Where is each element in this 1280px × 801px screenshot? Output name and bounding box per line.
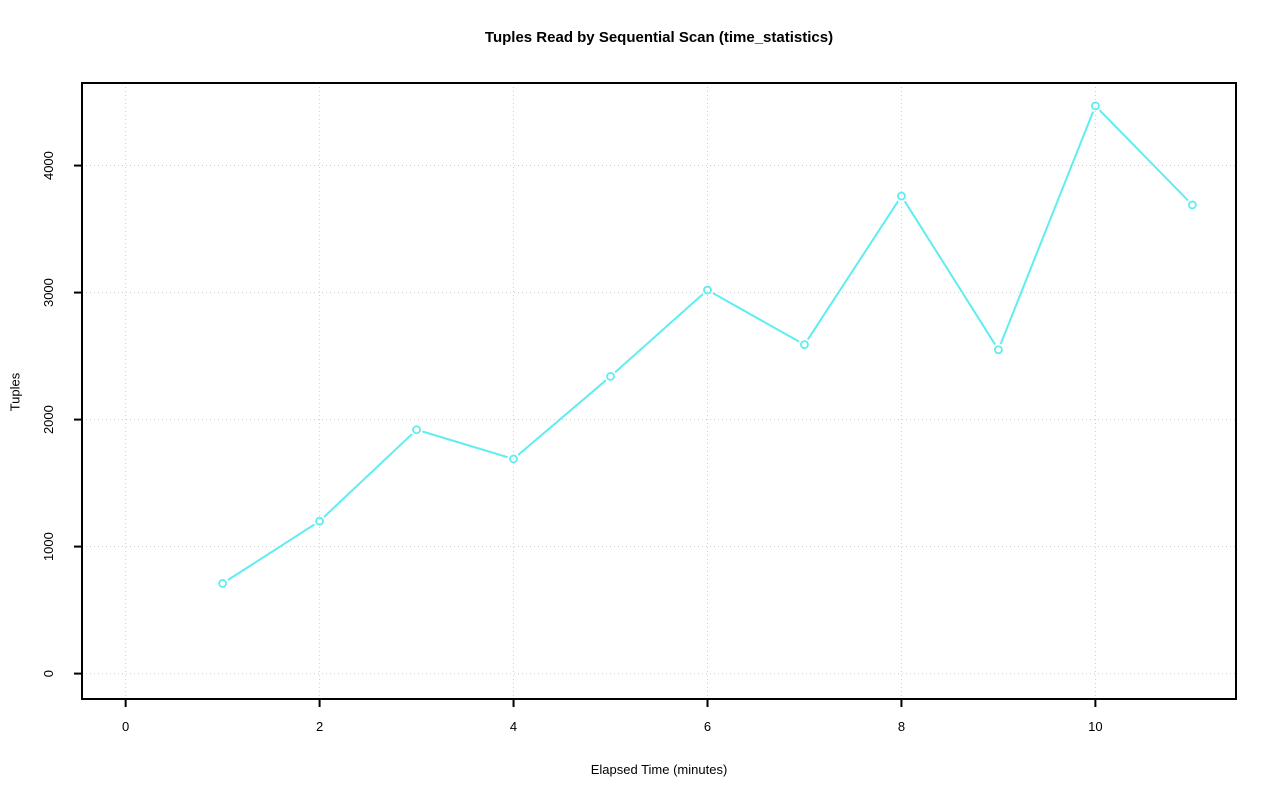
y-axis-title-text: Tuples bbox=[7, 372, 23, 412]
data-point-marker bbox=[703, 285, 712, 295]
x-tick-label: 2 bbox=[316, 719, 323, 734]
x-tick-label: 6 bbox=[704, 719, 711, 734]
data-point-marker bbox=[218, 579, 228, 588]
data-point-marker bbox=[1090, 101, 1100, 111]
series-line-segment bbox=[999, 111, 1094, 345]
data-point-marker bbox=[315, 516, 324, 526]
x-tick-label: 10 bbox=[1088, 719, 1102, 734]
x-axis-title: Elapsed Time (minutes) bbox=[590, 762, 728, 777]
series-line-segment bbox=[712, 292, 800, 343]
data-point-marker bbox=[800, 340, 809, 350]
y-tick-label: 1000 bbox=[41, 532, 56, 561]
series-line-segment bbox=[323, 433, 413, 518]
data-point-marker bbox=[897, 191, 906, 201]
data-point-marker bbox=[412, 425, 421, 435]
series-line-segment bbox=[422, 430, 508, 458]
data-point-marker bbox=[606, 371, 615, 381]
data-point-marker bbox=[1187, 200, 1197, 210]
y-tick-label: 2000 bbox=[41, 405, 56, 434]
y-tick-label: 3000 bbox=[41, 278, 56, 307]
series-line-segment bbox=[614, 293, 704, 373]
y-tick-label: 4000 bbox=[41, 151, 56, 180]
x-tick-label: 4 bbox=[510, 719, 517, 734]
y-tick-label: 0 bbox=[41, 670, 56, 677]
x-tick-label: 8 bbox=[898, 719, 905, 734]
x-tick-label: 0 bbox=[122, 719, 129, 734]
plot-border bbox=[81, 82, 1237, 700]
data-point-marker bbox=[509, 454, 518, 464]
series-line-segment bbox=[1099, 109, 1189, 201]
series-line-segment bbox=[807, 200, 899, 340]
data-point-marker bbox=[994, 345, 1003, 355]
series-line-segment bbox=[227, 523, 315, 581]
series-line-segment bbox=[904, 200, 996, 345]
series-line-segment bbox=[517, 379, 607, 456]
chart-title: Tuples Read by Sequential Scan (time_sta… bbox=[484, 29, 834, 46]
